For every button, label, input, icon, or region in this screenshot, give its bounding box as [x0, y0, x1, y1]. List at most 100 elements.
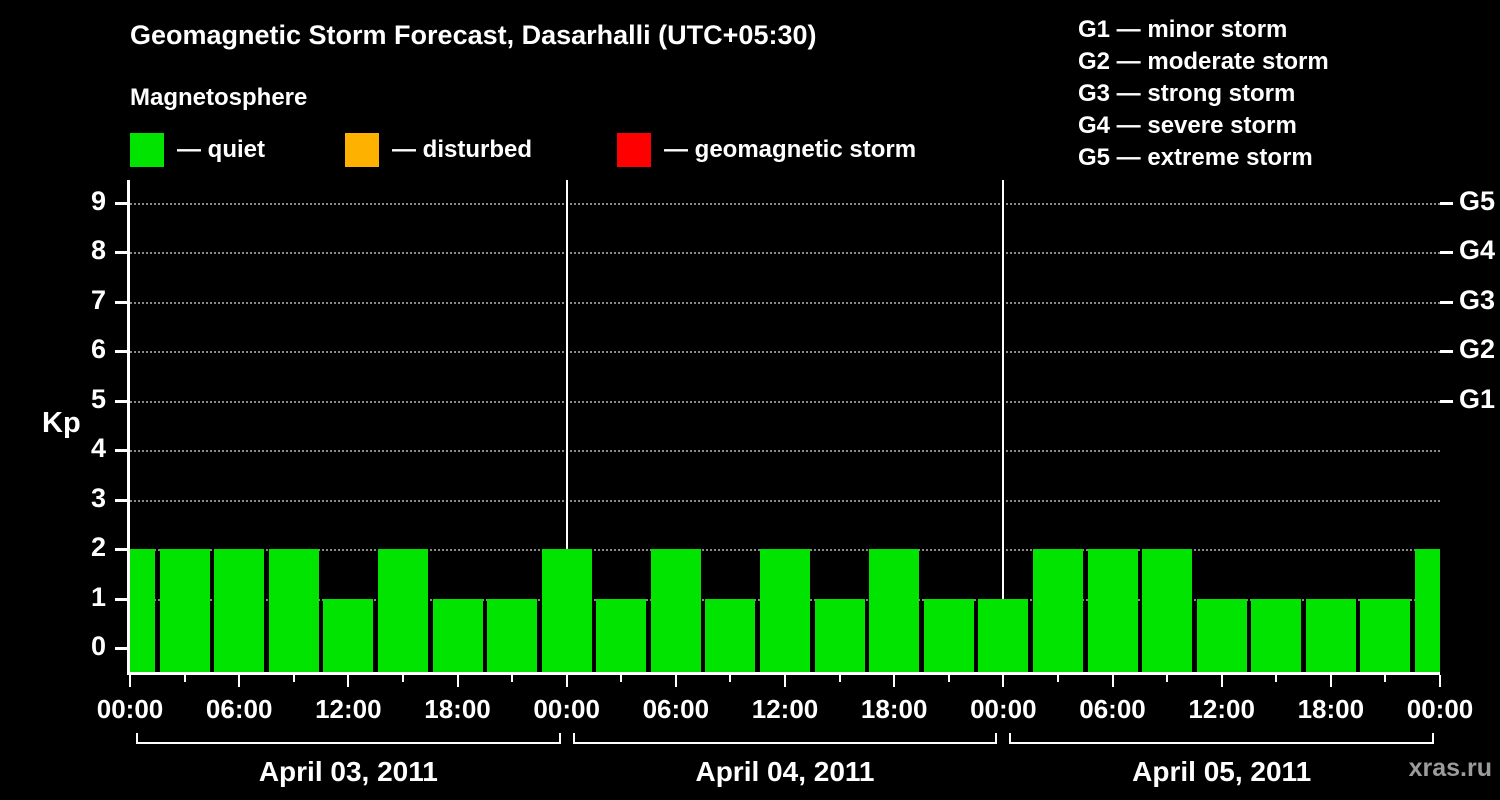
magnetosphere-label: Magnetosphere — [130, 84, 308, 111]
x-tick-label: 18:00 — [424, 694, 491, 724]
kp-bar — [432, 598, 483, 672]
x-tick — [565, 675, 568, 687]
kp-bar — [1360, 598, 1411, 672]
day-divider — [565, 180, 568, 672]
kp-bar — [705, 598, 756, 672]
chart-title: Geomagnetic Storm Forecast, Dasarhalli (… — [130, 20, 817, 50]
day-bracket-cap — [1009, 733, 1012, 744]
legend-item-quiet: — quiet — [130, 132, 265, 168]
g3-definition: G3 — strong storm — [1078, 80, 1296, 107]
y-tick — [115, 647, 130, 650]
x-tick — [1329, 675, 1332, 687]
x-tick-label: 06:00 — [1079, 694, 1146, 724]
y-tick-label: 7 — [90, 284, 106, 315]
kp-bar — [1032, 549, 1083, 672]
y-tick — [115, 350, 130, 353]
kp-bar — [1142, 549, 1193, 672]
x-tick — [347, 675, 350, 687]
y-tick-label: 8 — [90, 235, 106, 265]
quiet-color-swatch — [130, 133, 164, 167]
x-tick — [674, 675, 677, 687]
day-bracket-line — [1009, 742, 1434, 744]
x-tick-label: 12:00 — [315, 694, 382, 724]
g-scale-legend: G1 — minor storm G2 — moderate storm G3 … — [1078, 14, 1329, 174]
x-tick — [729, 675, 732, 682]
x-tick — [292, 675, 295, 682]
kp-bar — [1415, 549, 1440, 672]
day-bracket-line — [136, 742, 561, 744]
x-tick-label: 06:00 — [642, 694, 710, 724]
g-tick — [1440, 251, 1453, 254]
day-label: April 05, 2011 — [1132, 756, 1312, 787]
x-tick-label: 18:00 — [860, 694, 928, 724]
g-axis-label: G2 — [1459, 334, 1496, 364]
x-tick — [456, 675, 459, 687]
kp-bar — [487, 598, 538, 672]
x-tick — [129, 675, 131, 687]
y-tick-label: 4 — [90, 433, 106, 463]
g-axis-label: G5 — [1459, 185, 1496, 216]
x-tick-label: 00:00 — [533, 694, 600, 724]
x-tick — [784, 675, 786, 687]
gridline-kp9 — [130, 202, 1440, 205]
y-tick-label: 9 — [90, 185, 106, 216]
kp-bar — [1196, 598, 1247, 672]
y-tick — [115, 449, 130, 452]
kp-bar — [268, 549, 319, 672]
y-tick-label: 5 — [90, 383, 106, 414]
x-tick-label: 18:00 — [1297, 694, 1365, 724]
gridline-kp3 — [130, 499, 1440, 502]
x-tick — [947, 675, 950, 682]
kp-bar — [1251, 598, 1302, 672]
x-tick-label: 00:00 — [970, 694, 1037, 724]
g1-definition: G1 — minor storm — [1078, 16, 1288, 43]
x-tick — [511, 675, 514, 682]
y-tick-label: 1 — [90, 581, 106, 612]
x-tick — [1002, 675, 1005, 687]
kp-bar — [541, 549, 592, 672]
y-tick — [115, 548, 130, 551]
g4-definition: G4 — severe storm — [1078, 112, 1297, 139]
g-axis-label: G3 — [1459, 284, 1496, 315]
kp-bar — [923, 598, 974, 672]
y-tick — [115, 300, 130, 304]
gridline-kp8 — [130, 252, 1440, 254]
g-axis-label: G1 — [1459, 383, 1496, 414]
y-tick — [115, 498, 130, 502]
legend-item-disturbed: — disturbed — [345, 132, 532, 168]
y-tick — [115, 597, 130, 601]
x-tick — [838, 675, 841, 682]
day-bracket-line — [572, 742, 998, 744]
day-bracket-cap — [136, 733, 138, 744]
x-tick-label: 00:00 — [1406, 694, 1474, 724]
x-tick — [183, 675, 186, 682]
y-tick-label: 6 — [90, 334, 106, 364]
g-axis-label: G4 — [1459, 235, 1496, 265]
kp-bar — [377, 549, 428, 672]
day-bracket-cap — [572, 733, 575, 744]
storm-color-swatch — [617, 133, 651, 167]
kp-bar — [650, 549, 701, 672]
kp-bar — [869, 549, 920, 672]
g-tick — [1440, 350, 1453, 353]
day-bracket-cap — [1432, 733, 1434, 744]
x-tick — [1166, 675, 1169, 682]
x-tick — [401, 675, 404, 682]
watermark: xras.ru — [1408, 754, 1492, 782]
y-tick-label: 0 — [90, 631, 106, 661]
x-tick — [1220, 675, 1223, 687]
x-tick-label: 12:00 — [1188, 694, 1255, 724]
day-label: April 04, 2011 — [695, 756, 875, 787]
kp-bar — [1305, 598, 1356, 672]
disturbed-color-swatch — [345, 133, 379, 167]
y-tick-label: 3 — [90, 482, 106, 513]
g5-definition: G5 — extreme storm — [1078, 144, 1313, 171]
g2-definition: G2 — moderate storm — [1078, 48, 1329, 75]
x-tick — [1056, 675, 1059, 682]
x-tick — [893, 675, 896, 687]
kp-bar — [214, 549, 265, 672]
y-axis-line — [127, 180, 130, 675]
gridline-kp4 — [130, 450, 1440, 452]
gridline-kp7 — [130, 301, 1440, 304]
